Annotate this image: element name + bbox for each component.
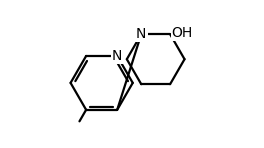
Text: N: N	[112, 49, 122, 63]
Text: OH: OH	[172, 26, 193, 40]
Text: N: N	[136, 27, 147, 41]
